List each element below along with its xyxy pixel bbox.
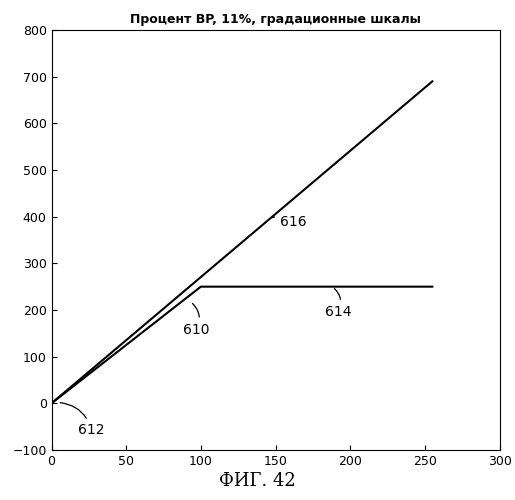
Text: 610: 610	[183, 304, 210, 336]
Text: ФИГ. 42: ФИГ. 42	[219, 472, 296, 490]
Text: 614: 614	[325, 288, 351, 319]
Text: 616: 616	[272, 216, 306, 230]
Title: Процент BP, 11%, градационные шкалы: Процент BP, 11%, градационные шкалы	[130, 13, 421, 26]
Text: 612: 612	[60, 402, 105, 438]
